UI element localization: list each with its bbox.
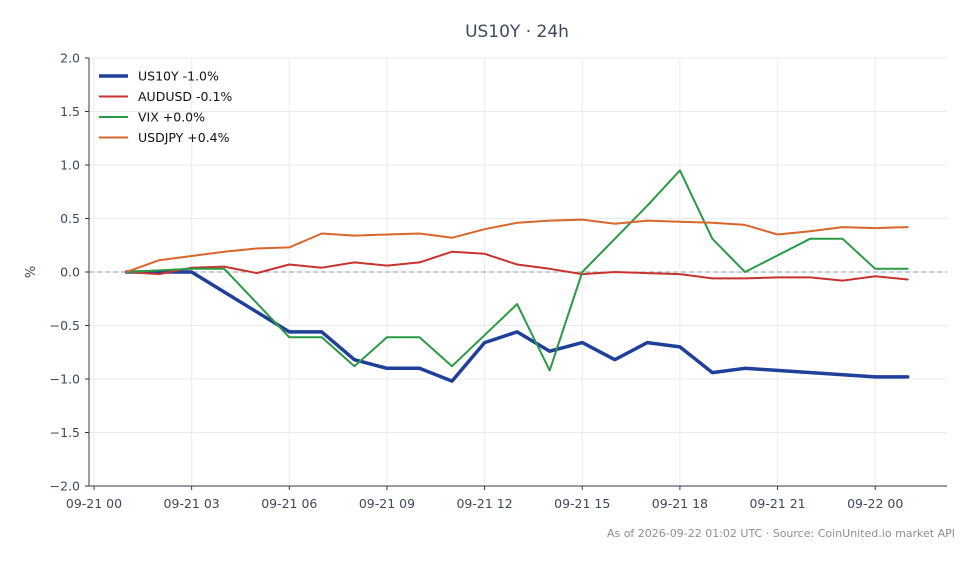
y-tick-label: 1.0 [60, 158, 80, 173]
y-tick-label: −1.0 [50, 372, 80, 387]
x-tick-label: 09-21 00 [66, 496, 122, 511]
x-tick-label: 09-21 15 [554, 496, 610, 511]
series-line-1 [125, 250, 909, 282]
x-tick-label: 09-21 21 [749, 496, 805, 511]
x-tick-label: 09-21 18 [652, 496, 708, 511]
y-tick-label: −1.5 [50, 425, 80, 440]
chart-title: US10Y · 24h [465, 22, 569, 42]
y-tick-label: 1.5 [60, 104, 80, 119]
legend-label-2: VIX +0.0% [138, 110, 205, 125]
y-tick-label: −0.5 [50, 318, 80, 333]
series-line-2 [125, 169, 909, 372]
y-tick-label: 0.0 [60, 265, 80, 280]
x-tick-labels: 09-21 00 09-21 03 09-21 06 09-21 09 09-21 12… [66, 486, 903, 511]
x-tick-label: 09-21 06 [261, 496, 317, 511]
series-line-0 [124, 270, 910, 383]
legend-label-3: USDJPY +0.4% [138, 130, 230, 145]
y-tick-label: 2.0 [60, 51, 80, 66]
legend: US10Y -1.0% AUDUSD -0.1% VIX +0.0% USDJPY +… [99, 69, 232, 145]
legend-label-0: US10Y -1.0% [138, 69, 219, 84]
footer-source: As of 2026-09-22 01:02 UTC · Source: Coi… [607, 527, 955, 540]
series-lines [124, 169, 910, 383]
x-tick-label: 09-21 03 [164, 496, 220, 511]
x-tick-label: 09-22 00 [847, 496, 903, 511]
y-tick-label: 0.5 [60, 211, 80, 226]
x-tick-label: 09-21 12 [456, 496, 512, 511]
y-tick-label: −2.0 [50, 479, 80, 494]
legend-label-1: AUDUSD -0.1% [138, 89, 232, 104]
x-tick-label: 09-21 09 [359, 496, 415, 511]
y-tick-labels: −2.0 −1.5 −1.0 −0.5 0.0 0.5 1.0 1.5 2.0 [50, 51, 89, 494]
series-line-3 [125, 218, 909, 273]
y-axis-label: % [24, 266, 39, 278]
